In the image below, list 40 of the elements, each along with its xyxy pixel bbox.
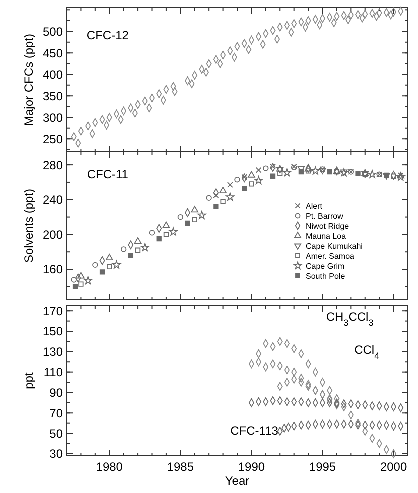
x-axis-title: Year — [225, 474, 250, 488]
y-tick-label: 90 — [50, 386, 64, 400]
annotation: CCl$_{4}$ — [354, 343, 380, 361]
y-tick-label: 300 — [42, 110, 64, 125]
y-tick-label: 450 — [42, 46, 64, 60]
x-tick-label: 1995 — [309, 460, 336, 474]
y-tick-label: 350 — [42, 89, 64, 104]
y-tick-label: 160 — [42, 262, 64, 277]
y-axis-title: ppt — [22, 372, 36, 390]
y-tick-label: 70 — [50, 406, 64, 420]
y-tick-label: 130 — [42, 345, 64, 360]
legend-label: Pt. Barrow — [306, 212, 344, 221]
y-tick-label: 400 — [42, 68, 64, 82]
y-tick-label: 150 — [42, 324, 64, 339]
x-tick-label: 1980 — [96, 460, 124, 474]
y-tick-label: 240 — [42, 193, 64, 208]
y-tick-label: 170 — [42, 304, 64, 318]
legend-label: Cape Grim — [306, 262, 346, 271]
annotation: CFC-113 — [230, 424, 279, 438]
annotation: CFC-12 — [86, 28, 130, 43]
annotation: CFC-11 — [87, 168, 129, 182]
legend-label: Cape Kumukahi — [306, 242, 364, 251]
y-tick-label: 200 — [42, 228, 64, 242]
x-tick-label: 1990 — [238, 460, 266, 474]
annotation: CH$_{3}$CCl$_{3}$ — [326, 310, 374, 328]
y-tick-label: 250 — [42, 132, 64, 146]
y-tick-label: 500 — [42, 24, 64, 39]
x-tick-label: 2000 — [380, 460, 408, 474]
legend-label: Alert — [306, 202, 324, 211]
legend-label: Amer. Samoa — [306, 252, 356, 261]
y-axis-title: Solvents (ppt) — [22, 188, 36, 264]
legend-label: South Pole — [306, 272, 346, 281]
legend-label: Niwot Ridge — [306, 222, 350, 231]
y-axis-title: Major CFCs (ppt) — [22, 34, 36, 126]
y-tick-label: 50 — [50, 426, 64, 441]
legend-label: Mauna Loa — [306, 232, 347, 241]
y-tick-label: 30 — [50, 447, 64, 462]
x-tick-label: 1985 — [167, 460, 194, 474]
y-tick-label: 110 — [44, 366, 64, 380]
y-tick-label: 280 — [42, 158, 64, 172]
